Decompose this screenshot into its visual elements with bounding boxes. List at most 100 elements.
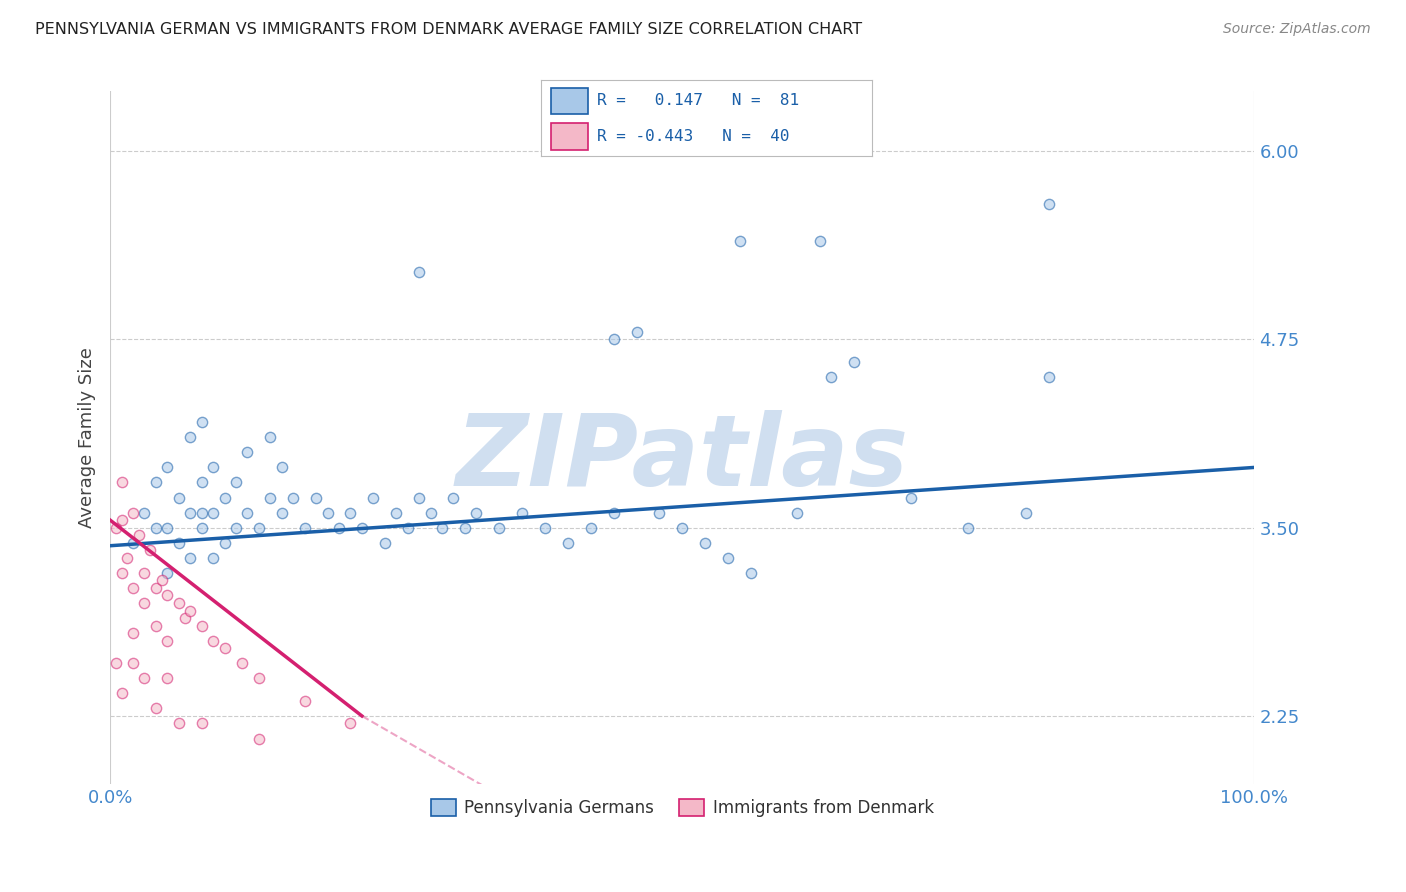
Point <box>179 506 201 520</box>
Point <box>786 506 808 520</box>
Point <box>626 325 648 339</box>
Text: ZIPatlas: ZIPatlas <box>456 409 908 507</box>
Point <box>110 686 132 700</box>
Point <box>259 491 281 505</box>
Point <box>122 535 145 549</box>
Point <box>808 235 831 249</box>
Point <box>145 618 167 632</box>
Point <box>134 566 156 580</box>
Bar <box>551 88 588 114</box>
Point <box>328 521 350 535</box>
Point <box>139 543 162 558</box>
Point <box>150 574 173 588</box>
Point <box>190 618 212 632</box>
Point <box>247 671 270 685</box>
Legend: Pennsylvania Germans, Immigrants from Denmark: Pennsylvania Germans, Immigrants from De… <box>425 792 941 824</box>
Point <box>430 521 453 535</box>
Point <box>270 460 292 475</box>
Point <box>396 521 419 535</box>
Point <box>294 694 316 708</box>
Point <box>454 521 477 535</box>
Point <box>173 611 195 625</box>
Point <box>671 521 693 535</box>
Point <box>145 701 167 715</box>
Point <box>167 596 190 610</box>
Point <box>740 566 762 580</box>
Point <box>122 581 145 595</box>
Point <box>259 430 281 444</box>
Point <box>134 506 156 520</box>
Point <box>179 603 201 617</box>
Point <box>443 491 465 505</box>
Point <box>156 460 179 475</box>
Point <box>283 491 305 505</box>
Point <box>305 491 328 505</box>
Point <box>648 506 671 520</box>
Point <box>190 475 212 490</box>
Point <box>247 731 270 746</box>
Point <box>717 550 740 565</box>
Point <box>270 506 292 520</box>
Point <box>122 626 145 640</box>
Point <box>167 491 190 505</box>
Point <box>316 506 339 520</box>
Point <box>339 716 361 731</box>
Point <box>156 521 179 535</box>
Point <box>236 445 259 459</box>
Point <box>134 596 156 610</box>
Point <box>510 506 533 520</box>
Point <box>156 633 179 648</box>
Point <box>190 716 212 731</box>
Point <box>728 235 751 249</box>
Point <box>374 535 396 549</box>
Point <box>225 521 247 535</box>
Point <box>363 491 385 505</box>
Point <box>1038 196 1060 211</box>
Text: Source: ZipAtlas.com: Source: ZipAtlas.com <box>1223 22 1371 37</box>
Point <box>104 657 127 671</box>
Point <box>117 550 139 565</box>
Point <box>1038 370 1060 384</box>
Point <box>190 506 212 520</box>
Point <box>534 521 557 535</box>
Point <box>145 475 167 490</box>
Point <box>156 589 179 603</box>
Point <box>145 581 167 595</box>
Point <box>156 671 179 685</box>
Point <box>145 521 167 535</box>
Point <box>236 506 259 520</box>
Point <box>225 475 247 490</box>
Point <box>1014 506 1036 520</box>
Bar <box>551 123 588 150</box>
Point <box>190 521 212 535</box>
Point <box>190 415 212 429</box>
Point <box>202 633 225 648</box>
Point <box>488 521 510 535</box>
Point <box>231 657 253 671</box>
Point <box>408 491 430 505</box>
Text: R = -0.443   N =  40: R = -0.443 N = 40 <box>598 128 790 144</box>
Point <box>820 370 842 384</box>
Point <box>247 521 270 535</box>
Y-axis label: Average Family Size: Average Family Size <box>79 347 96 528</box>
Point <box>122 657 145 671</box>
Point <box>408 264 430 278</box>
Point <box>202 460 225 475</box>
Text: R =   0.147   N =  81: R = 0.147 N = 81 <box>598 94 800 108</box>
Point <box>202 506 225 520</box>
Point <box>214 535 236 549</box>
Point <box>134 671 156 685</box>
Point <box>179 430 201 444</box>
Point <box>579 521 602 535</box>
Point <box>294 521 316 535</box>
Point <box>104 521 127 535</box>
Point <box>122 506 145 520</box>
Point <box>156 566 179 580</box>
Point <box>214 491 236 505</box>
Point <box>110 566 132 580</box>
Point <box>557 535 579 549</box>
Point <box>110 475 132 490</box>
Point <box>167 535 190 549</box>
Point <box>419 506 441 520</box>
Text: PENNSYLVANIA GERMAN VS IMMIGRANTS FROM DENMARK AVERAGE FAMILY SIZE CORRELATION C: PENNSYLVANIA GERMAN VS IMMIGRANTS FROM D… <box>35 22 862 37</box>
